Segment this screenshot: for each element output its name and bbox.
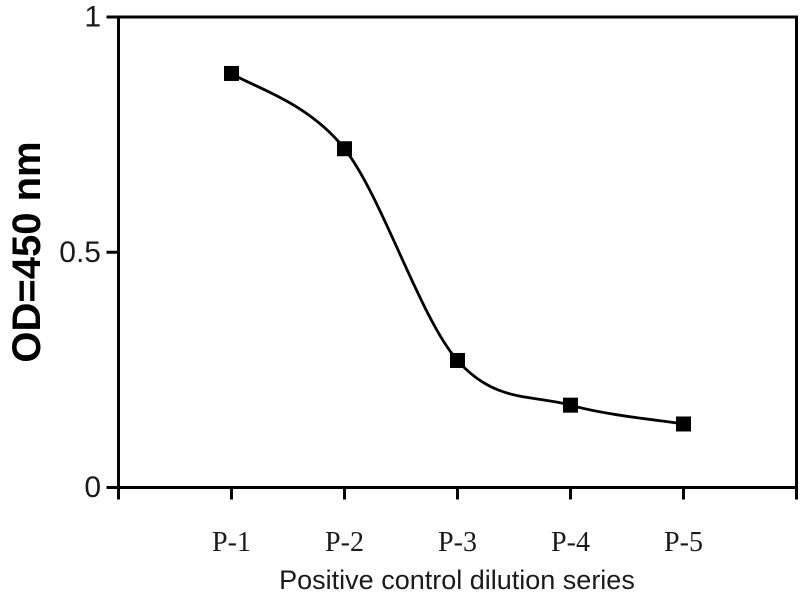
x-tick-label: P-4 xyxy=(551,527,590,558)
series-line xyxy=(230,72,685,426)
x-axis-title: Positive control dilution series xyxy=(279,565,635,595)
series-markers xyxy=(224,65,691,432)
data-point-marker xyxy=(337,141,352,157)
data-point-marker xyxy=(224,65,239,81)
x-tick-label: P-5 xyxy=(664,527,703,558)
y-axis-title: OD=450 nm xyxy=(5,141,49,362)
x-tick-label: P-3 xyxy=(438,527,477,558)
data-point-marker xyxy=(676,416,691,432)
x-tick-label: P-1 xyxy=(212,527,251,558)
y-axis-ticks: 10.50 xyxy=(59,1,119,504)
data-point-marker xyxy=(450,352,465,368)
plot-frame xyxy=(117,15,798,489)
y-tick-label: 1 xyxy=(84,1,101,34)
y-tick-label: 0.5 xyxy=(59,236,101,269)
y-tick-label: 0 xyxy=(84,471,101,504)
data-point-marker xyxy=(563,397,578,413)
x-tick-label: P-2 xyxy=(325,527,364,558)
x-axis-ticks: P-1 P-2 P-3 P-4 P-5 xyxy=(117,487,798,558)
